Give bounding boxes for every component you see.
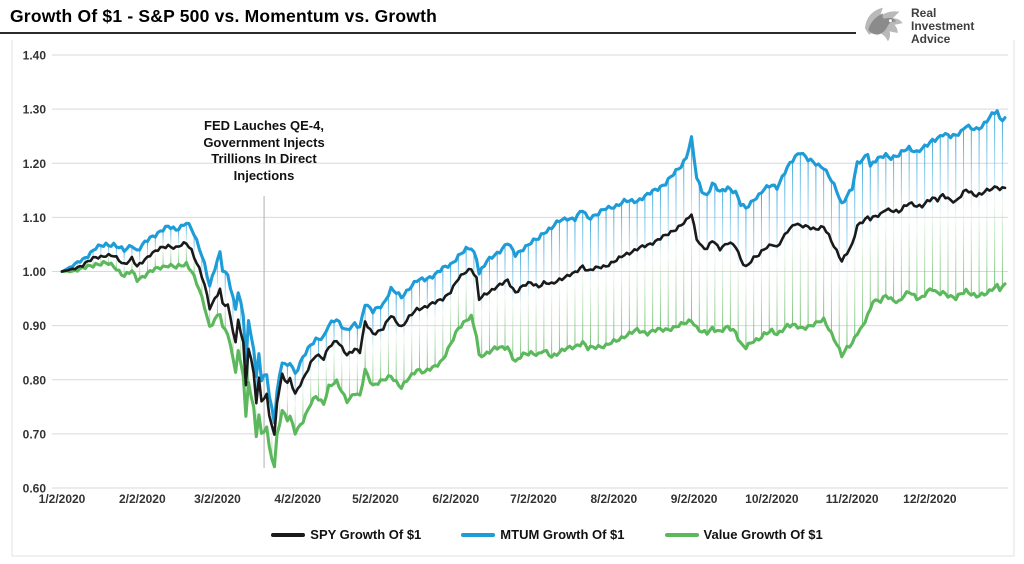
legend-item-mtum: MTUM Growth Of $1 <box>461 527 625 542</box>
x-axis-labels: 1/2/2020 2/2/2020 3/2/2020 4/2/2020 5/2/2020… <box>39 492 957 506</box>
y-tick-label: 0.70 <box>23 427 47 441</box>
x-tick-label: 2/2/2020 <box>119 492 166 506</box>
x-tick-label: 4/2/2020 <box>274 492 321 506</box>
value-line-swatch <box>664 532 699 537</box>
x-tick-label: 11/2/2020 <box>826 492 879 506</box>
x-tick-label: 7/2/2020 <box>510 492 557 506</box>
chart-frame <box>11 40 1015 557</box>
title-underline <box>0 32 856 34</box>
mtum-value-droplines <box>69 113 1003 459</box>
spy-line <box>60 185 1007 436</box>
mtum-line <box>60 109 1007 425</box>
y-tick-label: 1.30 <box>23 103 47 117</box>
y-tick-label: 0.80 <box>23 373 47 387</box>
logo-word-advice: Advice <box>911 31 951 46</box>
mtum-line-swatch <box>461 532 496 537</box>
y-tick-label: 1.20 <box>23 157 47 171</box>
y-tick-label: 1.40 <box>23 49 47 63</box>
legend-item-value: Value Growth Of $1 <box>664 527 823 542</box>
legend-label-value: Value Growth Of $1 <box>703 527 823 542</box>
value-line <box>60 259 1007 469</box>
x-tick-label: 12/2/2020 <box>903 492 957 506</box>
y-tick-label: 1.10 <box>23 211 47 225</box>
legend-label-mtum: MTUM Growth Of $1 <box>500 527 625 542</box>
ria-logo: Real Investment Advice <box>860 3 974 50</box>
x-tick-label: 8/2/2020 <box>590 492 637 506</box>
x-tick-label: 1/2/2020 <box>39 492 86 506</box>
y-tick-label: 0.90 <box>23 319 47 333</box>
y-tick-label: 0.60 <box>23 482 47 496</box>
x-tick-label: 6/2/2020 <box>432 492 479 506</box>
gridlines <box>52 54 1008 489</box>
x-tick-label: 3/2/2020 <box>194 492 241 506</box>
legend: SPY Growth Of $1 MTUM Growth Of $1 Value… <box>70 527 1024 542</box>
fed-qe4-annotation: FED Lauches QE-4, Government Injects Tri… <box>148 118 380 185</box>
chart-title: Growth Of $1 - S&P 500 vs. Momentum vs. … <box>10 6 438 26</box>
spy-line-swatch <box>271 532 306 537</box>
logo-word-investment: Investment <box>911 19 975 34</box>
logo-word-real: Real <box>911 6 937 21</box>
y-tick-label: 1.00 <box>23 265 47 279</box>
x-tick-label: 5/2/2020 <box>352 492 399 506</box>
legend-label-spy: SPY Growth Of $1 <box>310 527 422 542</box>
annotation-line: Injections <box>233 167 295 183</box>
logo-wordmark: Real Investment Advice <box>911 7 974 46</box>
y-axis-labels: 0.60 0.70 0.80 0.90 1.00 1.10 1.20 1.30 1.40 <box>23 49 47 496</box>
x-tick-label: 9/2/2020 <box>671 492 718 506</box>
x-tick-label: 10/2/2020 <box>745 492 799 506</box>
annotation-line: Trillions In Direct <box>211 151 317 167</box>
annotation-line: FED Lauches QE-4, <box>204 118 324 133</box>
legend-item-spy: SPY Growth Of $1 <box>271 527 421 542</box>
eagle-icon <box>860 3 906 50</box>
annotation-line: Government Injects <box>203 134 325 150</box>
